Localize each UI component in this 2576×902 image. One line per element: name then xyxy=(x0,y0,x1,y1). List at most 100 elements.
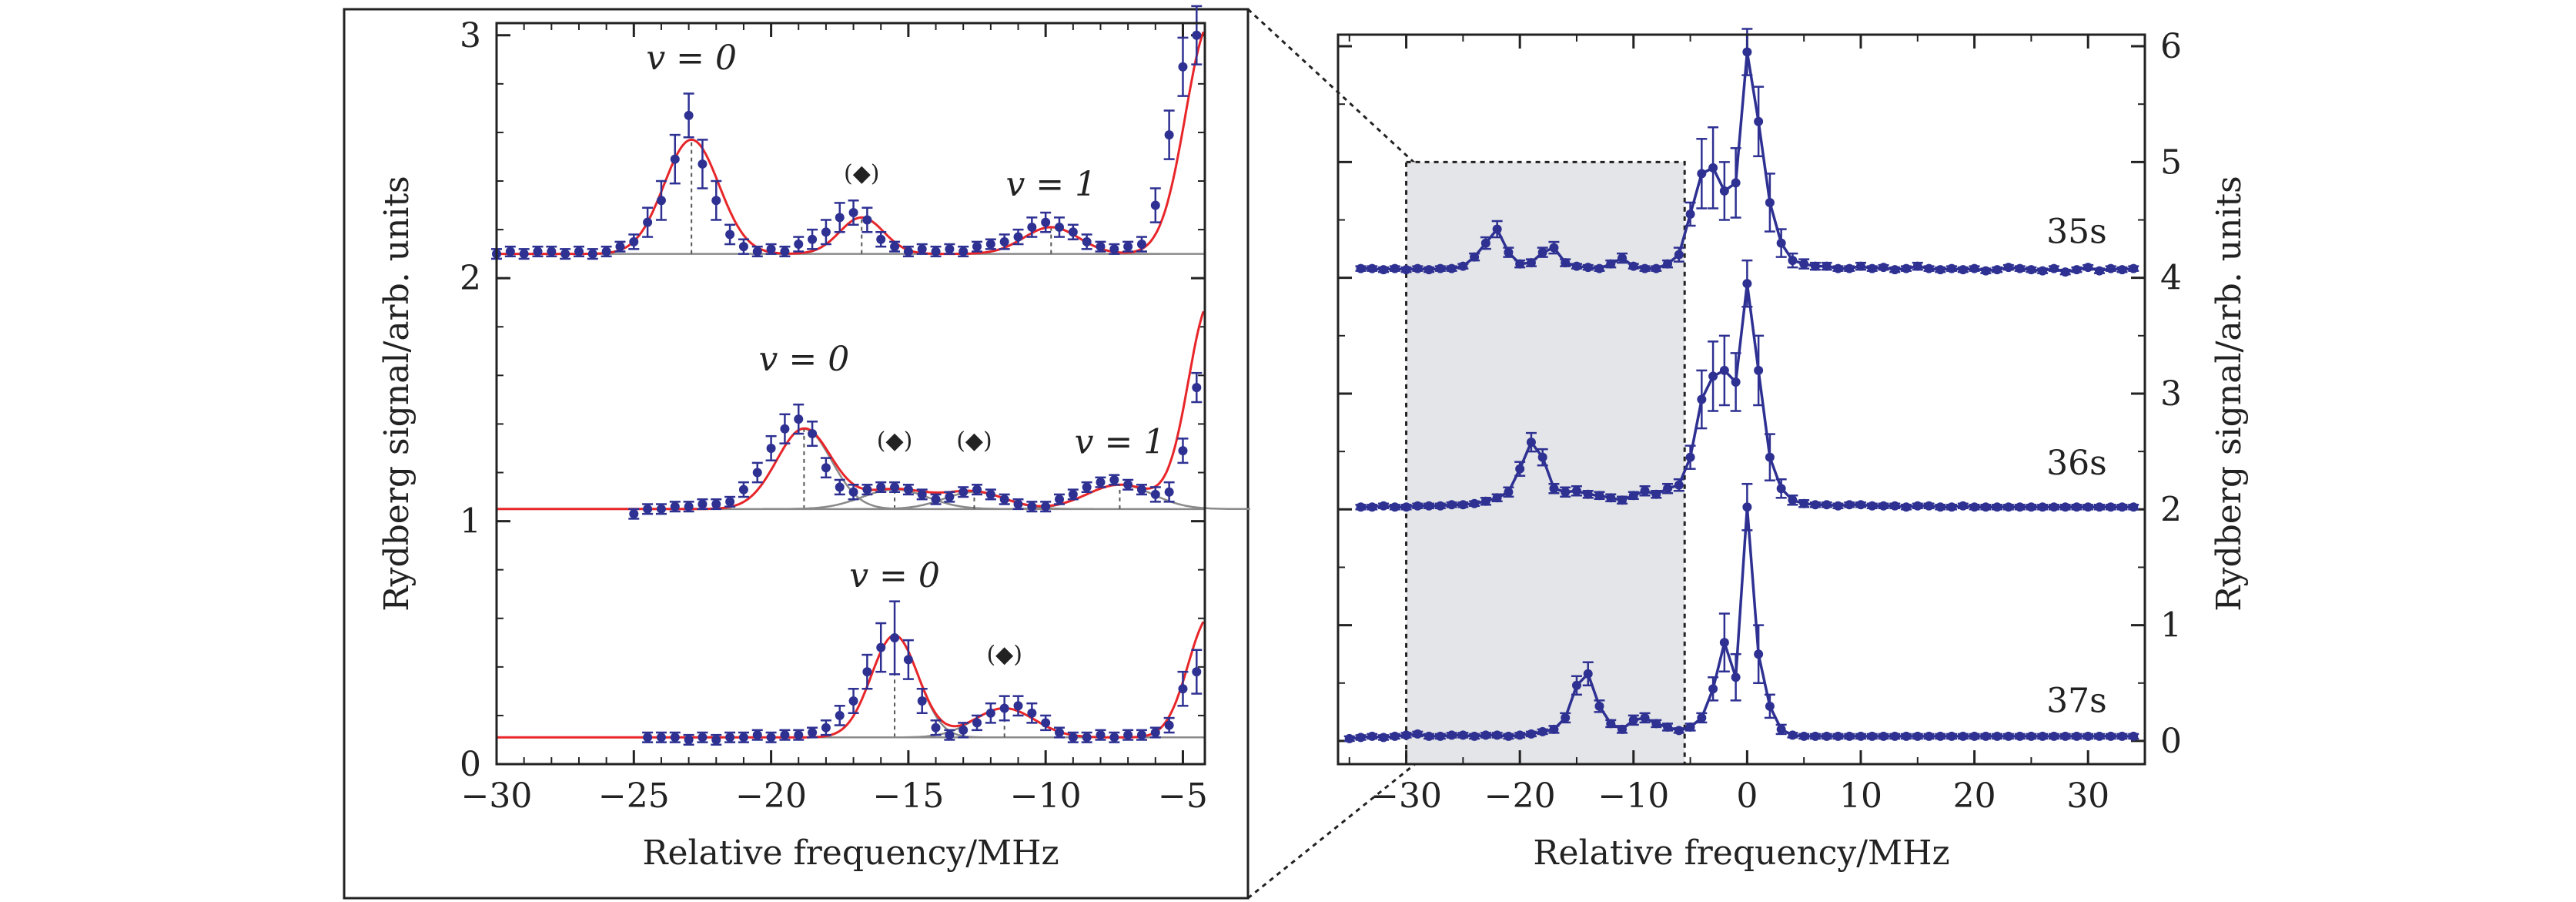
right-data-point xyxy=(1924,731,1934,741)
left-data-point xyxy=(1150,727,1160,737)
right-data-point xyxy=(1685,452,1695,462)
right-data-point xyxy=(1526,258,1536,268)
left-data-point xyxy=(848,696,858,706)
left-data-point xyxy=(835,482,845,492)
right-data-point xyxy=(1504,487,1514,497)
left-traces: v = 0 (◆) v = 1 v = 0 (◆) (◆) v = 1 v = 0 (◆) xyxy=(491,5,1250,746)
right-data-point xyxy=(1458,730,1468,740)
right-data-point xyxy=(1754,116,1764,126)
left-data-point xyxy=(808,429,818,439)
right-data-point xyxy=(1674,480,1684,490)
right-data-point xyxy=(1537,247,1547,257)
right-data-point xyxy=(1674,726,1684,736)
right-data-point xyxy=(1845,500,1855,510)
left-data-point xyxy=(1164,487,1174,497)
left-data-point xyxy=(1123,480,1133,490)
left-data-point xyxy=(1123,242,1133,252)
right-data-point xyxy=(1935,265,1945,275)
right-data-point xyxy=(1583,263,1593,273)
right-data-point xyxy=(1708,371,1718,381)
left-data-point xyxy=(1150,489,1160,499)
right-data-point xyxy=(1618,253,1628,263)
right-data-point xyxy=(1981,731,1991,741)
right-trace-35s: 35s xyxy=(1355,28,2139,277)
left-data-point xyxy=(643,217,653,227)
right-data-point xyxy=(1435,501,1445,511)
left-data-point xyxy=(1068,489,1078,499)
right-data-point xyxy=(1515,464,1525,474)
left-x-tick-label: −30 xyxy=(461,776,533,816)
right-data-point xyxy=(1697,169,1707,179)
left-data-point xyxy=(1041,501,1051,511)
right-data-point xyxy=(1731,672,1741,682)
right-data-point xyxy=(1788,256,1798,266)
left-data-point xyxy=(985,240,995,250)
right-data-point xyxy=(1867,501,1877,511)
left-data-point xyxy=(1013,701,1023,711)
right-data-point xyxy=(1890,731,1900,741)
right-data-point xyxy=(1401,502,1411,512)
left-data-point xyxy=(999,236,1009,246)
right-data-point xyxy=(1390,502,1400,512)
right-data-point xyxy=(1583,489,1593,499)
right-data-point xyxy=(1447,730,1457,740)
left-data-point xyxy=(931,723,941,733)
fit-curve xyxy=(497,31,1205,256)
left-data-point xyxy=(615,242,625,252)
right-data-point xyxy=(1594,701,1604,711)
left-data-point xyxy=(862,667,872,677)
right-data-point xyxy=(2015,731,2025,741)
left-data-point xyxy=(835,710,845,720)
left-data-point xyxy=(890,632,900,642)
right-data-point xyxy=(2026,502,2036,512)
right-data-point xyxy=(1571,680,1581,690)
right-data-point xyxy=(1640,713,1650,723)
left-data-point xyxy=(643,504,653,514)
right-data-point xyxy=(1424,501,1434,511)
left-x-tick-label: −15 xyxy=(872,776,944,816)
right-data-point xyxy=(1708,163,1718,173)
right-data-point xyxy=(1719,638,1729,648)
right-data-point xyxy=(1537,452,1547,462)
right-data-point xyxy=(1708,684,1718,694)
left-data-point xyxy=(945,730,955,740)
right-data-point xyxy=(1912,731,1922,741)
right-x-tick-label: 30 xyxy=(2066,776,2109,816)
left-data-point xyxy=(656,196,666,206)
right-y-tick-label: 3 xyxy=(2160,374,2182,414)
left-data-point xyxy=(890,242,900,252)
right-data-point xyxy=(1902,263,1912,273)
left-data-point xyxy=(1041,217,1051,227)
right-data-point xyxy=(1981,266,1991,276)
left-data-point xyxy=(766,733,776,743)
right-data-point xyxy=(1947,263,1957,273)
right-data-point xyxy=(1549,724,1559,734)
right-data-point xyxy=(1754,649,1764,659)
right-data-point xyxy=(1731,377,1741,387)
left-y-axis-title: Rydberg signal/arb. units xyxy=(377,176,417,611)
right-data-point xyxy=(1663,259,1673,269)
left-data-point xyxy=(1136,730,1146,740)
right-data-point xyxy=(1799,731,1809,741)
right-data-point xyxy=(1663,722,1673,732)
right-x-tick-label: −20 xyxy=(1484,776,1556,816)
right-data-point xyxy=(1867,263,1877,273)
right-data-point xyxy=(1776,724,1786,734)
right-data-point xyxy=(1424,265,1434,275)
left-trace-3: v = 0 (◆) xyxy=(497,556,1205,746)
right-data-point xyxy=(2015,502,2025,512)
right-data-point xyxy=(1492,224,1502,234)
right-data-point xyxy=(1379,265,1389,275)
right-data-point xyxy=(1902,731,1912,741)
left-x-tick-label: −5 xyxy=(1158,776,1208,816)
right-data-point xyxy=(1663,484,1673,494)
left-data-point xyxy=(1192,667,1202,677)
trace-label: 37s xyxy=(2046,681,2107,720)
right-data-point xyxy=(1413,729,1423,739)
right-data-point xyxy=(2117,731,2127,741)
left-data-point xyxy=(574,246,584,257)
left-data-point xyxy=(821,227,831,237)
right-data-point xyxy=(1618,495,1628,505)
left-data-point xyxy=(725,497,735,507)
right-data-point xyxy=(2094,502,2104,512)
